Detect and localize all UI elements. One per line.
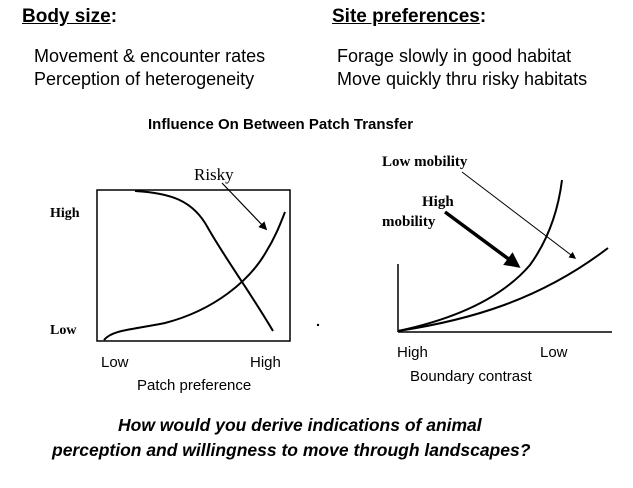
body-size-item-perception: Perception of heterogeneity [34, 69, 255, 89]
high-mobility-label-line1: High [422, 194, 454, 210]
low-mobility-label: Low mobility [382, 154, 468, 170]
risky-declining-curve [134, 190, 274, 332]
question-line-2: perception and willingness to move throu… [52, 440, 531, 460]
right-plot-x-label: Boundary contrast [410, 368, 533, 385]
site-preferences-heading: Site preferences: [332, 6, 487, 27]
high-mobility-curve [397, 247, 609, 332]
low-mobility-curve [397, 179, 563, 332]
left-plot-y-high: High [50, 206, 80, 221]
patch-preference-rising-curve [103, 211, 286, 341]
left-plot-x-high: High [250, 354, 281, 371]
right-plot-x-high: High [397, 344, 428, 361]
high-mobility-label-line2: mobility [382, 214, 436, 230]
left-plot-x-low: Low [101, 354, 129, 371]
stray-mark [316, 323, 320, 327]
low-mobility-pointer-arrow [461, 171, 577, 259]
question-line-1: How would you derive indications of anim… [118, 415, 482, 435]
site-pref-item-forage: Forage slowly in good habitat [337, 46, 572, 66]
left-plot-y-low: Low [50, 323, 77, 338]
body-size-heading: Body size: [22, 6, 118, 27]
diagram-subtitle: Influence On Between Patch Transfer [148, 116, 414, 133]
high-mobility-pointer-arrow [443, 210, 521, 268]
right-plot: Low mobility High mobility High Low Boun… [382, 154, 612, 385]
body-size-item-movement: Movement & encounter rates [34, 46, 266, 66]
site-pref-item-move: Move quickly thru risky habitats [337, 69, 588, 89]
left-plot-frame [96, 189, 291, 342]
left-plot-risky-label: Risky [194, 165, 234, 184]
right-plot-x-low: Low [540, 344, 568, 361]
risky-pointer-arrow [221, 182, 268, 231]
left-plot: High Low Low High Patch preference Risky [50, 165, 291, 394]
left-plot-x-label: Patch preference [137, 377, 251, 394]
